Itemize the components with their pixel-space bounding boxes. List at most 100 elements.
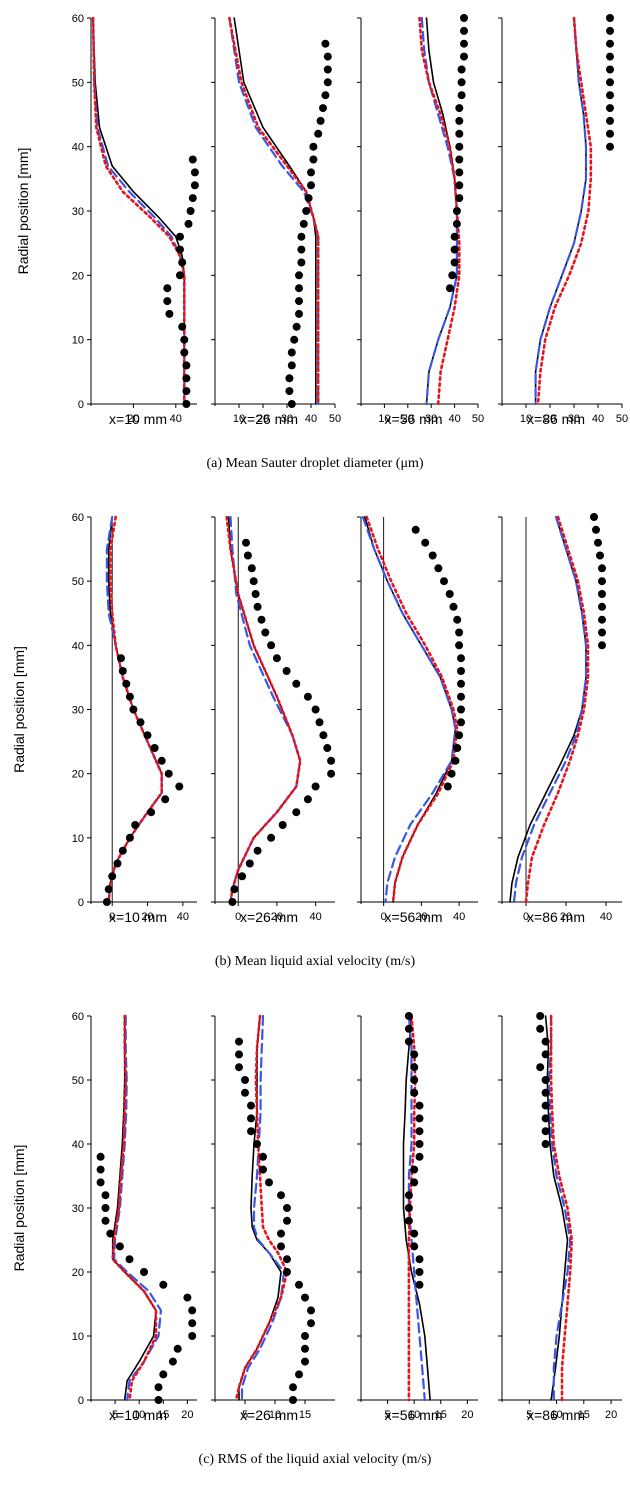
data-point (247, 1114, 255, 1123)
data-point (321, 39, 330, 48)
y-tick-label: 20 (72, 769, 84, 781)
data-point (415, 1101, 424, 1110)
data-point (106, 1229, 115, 1238)
data-point (415, 1268, 424, 1276)
data-point (410, 1242, 419, 1251)
data-point (309, 155, 318, 164)
y-tick-label: 30 (72, 206, 84, 218)
x-tick-label: 40 (592, 413, 604, 425)
data-point (311, 782, 320, 791)
data-point (457, 692, 465, 701)
data-point (434, 564, 443, 573)
y-tick-label: 40 (72, 142, 84, 154)
data-point (410, 1178, 419, 1187)
data-point (173, 1344, 182, 1353)
data-point (455, 168, 464, 177)
x-tick-label: 20 (271, 911, 283, 923)
data-point (307, 181, 315, 190)
data-point (536, 1012, 545, 1020)
data-point (307, 1306, 315, 1315)
data-point (190, 181, 199, 190)
data-point (290, 335, 299, 344)
data-point (157, 756, 166, 765)
data-point (241, 1088, 249, 1097)
data-point (113, 859, 122, 868)
data-point (315, 718, 324, 727)
data-point (606, 14, 614, 22)
data-point (598, 577, 606, 586)
data-point (311, 705, 320, 714)
x-tick-label: 10 (133, 1409, 145, 1421)
data-point (104, 885, 113, 894)
data-point (96, 1152, 105, 1161)
x-tick-label: 10 (550, 1409, 562, 1421)
data-point (295, 297, 303, 306)
series-red-dotted (111, 1014, 158, 1402)
data-point (245, 859, 254, 868)
data-point (277, 1191, 285, 1200)
y-axis-label: Radial position [mm] (11, 646, 27, 773)
x-tick-label: 50 (329, 413, 341, 425)
data-point (307, 168, 315, 177)
x-tick-label: 40 (448, 413, 460, 425)
data-point (410, 1229, 419, 1238)
data-point (299, 219, 308, 228)
x-tick-label: 50 (616, 413, 628, 425)
data-point (323, 65, 332, 74)
series-blue-dashed (361, 515, 457, 904)
series-red-dotted (107, 515, 163, 904)
data-point (302, 207, 311, 215)
data-point (163, 297, 172, 306)
data-point (188, 194, 197, 203)
data-point (455, 731, 464, 740)
data-point (450, 232, 459, 241)
x-tick-label: 5 (385, 1409, 391, 1421)
data-point (541, 1088, 550, 1097)
data-point (455, 155, 464, 164)
data-point (96, 1165, 105, 1174)
series-blue-dashed (229, 515, 302, 904)
data-point (297, 245, 306, 254)
x-tick-label: 50 (472, 413, 484, 425)
data-point (184, 219, 193, 228)
x-axis-label: x=56 mm (385, 909, 443, 925)
x-tick-label: 20 (181, 1409, 193, 1421)
x-tick-label: 5 (242, 1409, 248, 1421)
x-tick-label: 40 (177, 911, 189, 923)
data-point (289, 1383, 297, 1392)
data-point (598, 564, 606, 573)
data-point (175, 782, 184, 791)
data-point (450, 245, 459, 254)
data-point (188, 1319, 197, 1328)
data-point (598, 590, 606, 598)
y-tick-label: 0 (78, 399, 84, 411)
series-red-dotted (228, 16, 320, 406)
x-tick-label: 40 (600, 911, 612, 923)
data-point (457, 654, 465, 663)
data-point (404, 1037, 413, 1046)
data-point (283, 1255, 291, 1264)
data-point (295, 309, 303, 318)
data-point (277, 1229, 285, 1238)
data-point (460, 52, 468, 61)
y-tick-label: 30 (72, 705, 84, 717)
data-point (606, 104, 614, 113)
data-point (247, 564, 256, 573)
data-point (323, 744, 332, 752)
data-point (415, 1140, 424, 1148)
data-point (257, 615, 266, 624)
y-tick-label: 30 (72, 1203, 84, 1215)
data-point (455, 129, 464, 138)
data-point (606, 78, 614, 87)
data-point (188, 155, 197, 164)
data-point (421, 538, 430, 547)
data-point (323, 78, 332, 87)
data-point (541, 1127, 550, 1136)
x-tick-label: 40 (453, 911, 465, 923)
data-point (117, 654, 125, 663)
data-point (541, 1076, 550, 1084)
series-red-dotted (524, 515, 590, 904)
data-point (183, 1293, 192, 1302)
data-point (460, 26, 468, 35)
y-tick-label: 40 (72, 640, 84, 652)
